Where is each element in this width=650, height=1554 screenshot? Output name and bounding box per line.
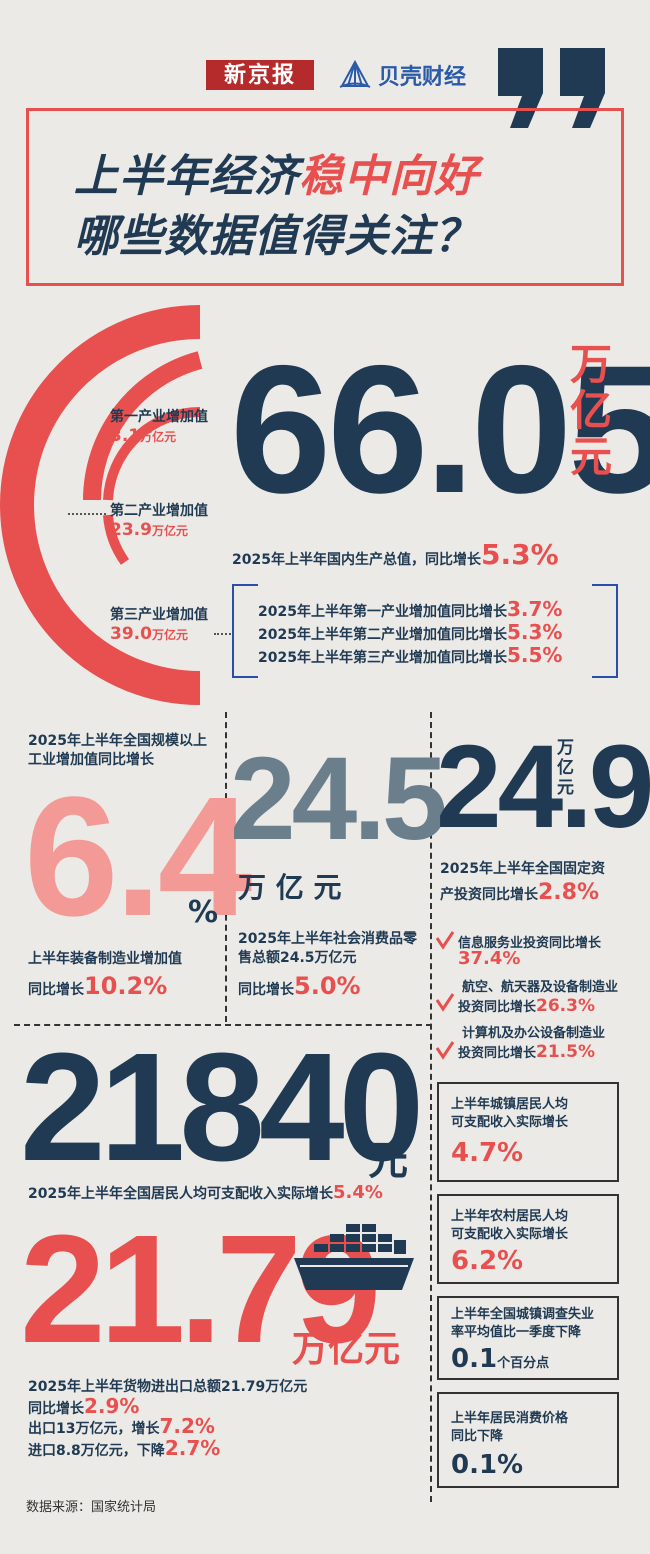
sector-2-leader (68, 513, 106, 515)
industry-unit: % (188, 895, 219, 930)
investment-caption-2: 产投资同比增长2.8% (440, 880, 600, 905)
retail-unit: 万 亿 元 (238, 871, 342, 904)
sector-growth-box (232, 584, 618, 678)
trade-line-2: 出口13万亿元，增长7.2% (28, 1414, 215, 1438)
shell-logo-icon (339, 60, 371, 88)
investment-item-2-text-2: 投资同比增长26.3% (458, 996, 595, 1016)
check-icon (435, 931, 455, 950)
retail-value: 24.5 (230, 733, 448, 865)
investment-item-2-text-1: 航空、航天器及设备制造业 (462, 980, 619, 995)
gdp-caption: 2025年上半年国内生产总值，同比增长5.3% (232, 538, 559, 571)
trade-line-1: 同比增长2.9% (28, 1394, 140, 1418)
sector-2-label: 第二产业增加值 (110, 503, 208, 519)
beike-caijing-text: 贝壳财经 (378, 65, 467, 90)
side-box-urban-income: 上半年城镇居民人均 可支配收入实际增长 4.7% (437, 1082, 619, 1182)
title-line-2: 哪些数据值得关注？ (74, 211, 479, 262)
side-box-rural-income: 上半年农村居民人均 可支配收入实际增长 6.2% (437, 1194, 619, 1284)
industry-sub-2: 同比增长10.2% (28, 972, 168, 1000)
sector-growth-2: 2025年上半年第二产业增加值同比增长5.3% (258, 620, 563, 644)
title-box (26, 108, 624, 286)
sector-3-leader (214, 633, 234, 635)
investment-item-1-text: 信息服务业投资同比增长 (458, 936, 602, 951)
income-unit: 元 (368, 1138, 408, 1184)
industry-caption: 2025年上半年全国规模以上工业增加值同比增长 (28, 733, 207, 768)
divider-h (14, 1024, 432, 1026)
divider-2 (430, 712, 432, 1502)
investment-item-3-text-2: 投资同比增长21.5% (458, 1042, 595, 1062)
retail-sub: 同比增长5.0% (238, 972, 361, 1000)
gdp-value: 66.05 (230, 327, 650, 531)
data-source: 数据来源：国家统计局 (26, 1500, 157, 1515)
xinjingbao-logo: 新京报 (206, 60, 314, 90)
divider-1 (225, 712, 227, 1022)
sector-1-value: 3.1万亿元 (110, 426, 177, 446)
sector-growth-3: 2025年上半年第三产业增加值同比增长5.5% (258, 643, 563, 667)
industry-sub-1: 上半年装备制造业增加值 (28, 951, 182, 967)
investment-caption-1: 2025年上半年全国固定资 (440, 861, 605, 877)
investment-unit: 万亿元 (557, 738, 574, 798)
sector-2-value: 23.9万亿元 (110, 520, 188, 540)
investment-item-1-value: 37.4% (458, 948, 521, 969)
industry-value: 6.4 (24, 762, 252, 952)
sector-1-label: 第一产业增加值 (110, 409, 208, 425)
side-box-unemployment: 上半年全国城镇调查失业 率平均值比一季度下降 0.1个百分点 (437, 1296, 619, 1380)
beike-caijing-logo: 贝壳财经 (338, 58, 466, 92)
investment-item-3-text-1: 计算机及办公设备制造业 (462, 1026, 606, 1041)
investment-value-a: 24 (436, 721, 563, 853)
check-icon (435, 993, 455, 1012)
gdp-arc-chart (0, 305, 203, 705)
gdp-unit: 万亿元 (570, 340, 613, 481)
side-box-cpi: 上半年居民消费价格 同比下降 0.1% (437, 1392, 619, 1488)
investment-value-b: .9 (560, 721, 650, 853)
cargo-ship-icon (294, 1224, 414, 1290)
title-line-1: 上半年经济稳中向好 (74, 151, 479, 202)
sector-3-label: 第三产业增加值 (110, 607, 208, 623)
income-value: 21840 (20, 1021, 424, 1193)
sector-growth-1: 2025年上半年第一产业增加值同比增长3.7% (258, 597, 563, 621)
sector-3-value: 39.0万亿元 (110, 624, 188, 644)
check-icon (435, 1041, 455, 1060)
trade-unit: 万亿元 (292, 1329, 401, 1370)
trade-line-3: 进口8.8万亿元，下降2.7% (28, 1436, 221, 1460)
retail-caption: 2025年上半年社会消费品零售总额24.5万亿元 (238, 931, 417, 966)
income-caption: 2025年上半年全国居民人均可支配收入实际增长5.4% (28, 1182, 383, 1203)
trade-caption: 2025年上半年货物进出口总额21.79万亿元 (28, 1379, 308, 1395)
